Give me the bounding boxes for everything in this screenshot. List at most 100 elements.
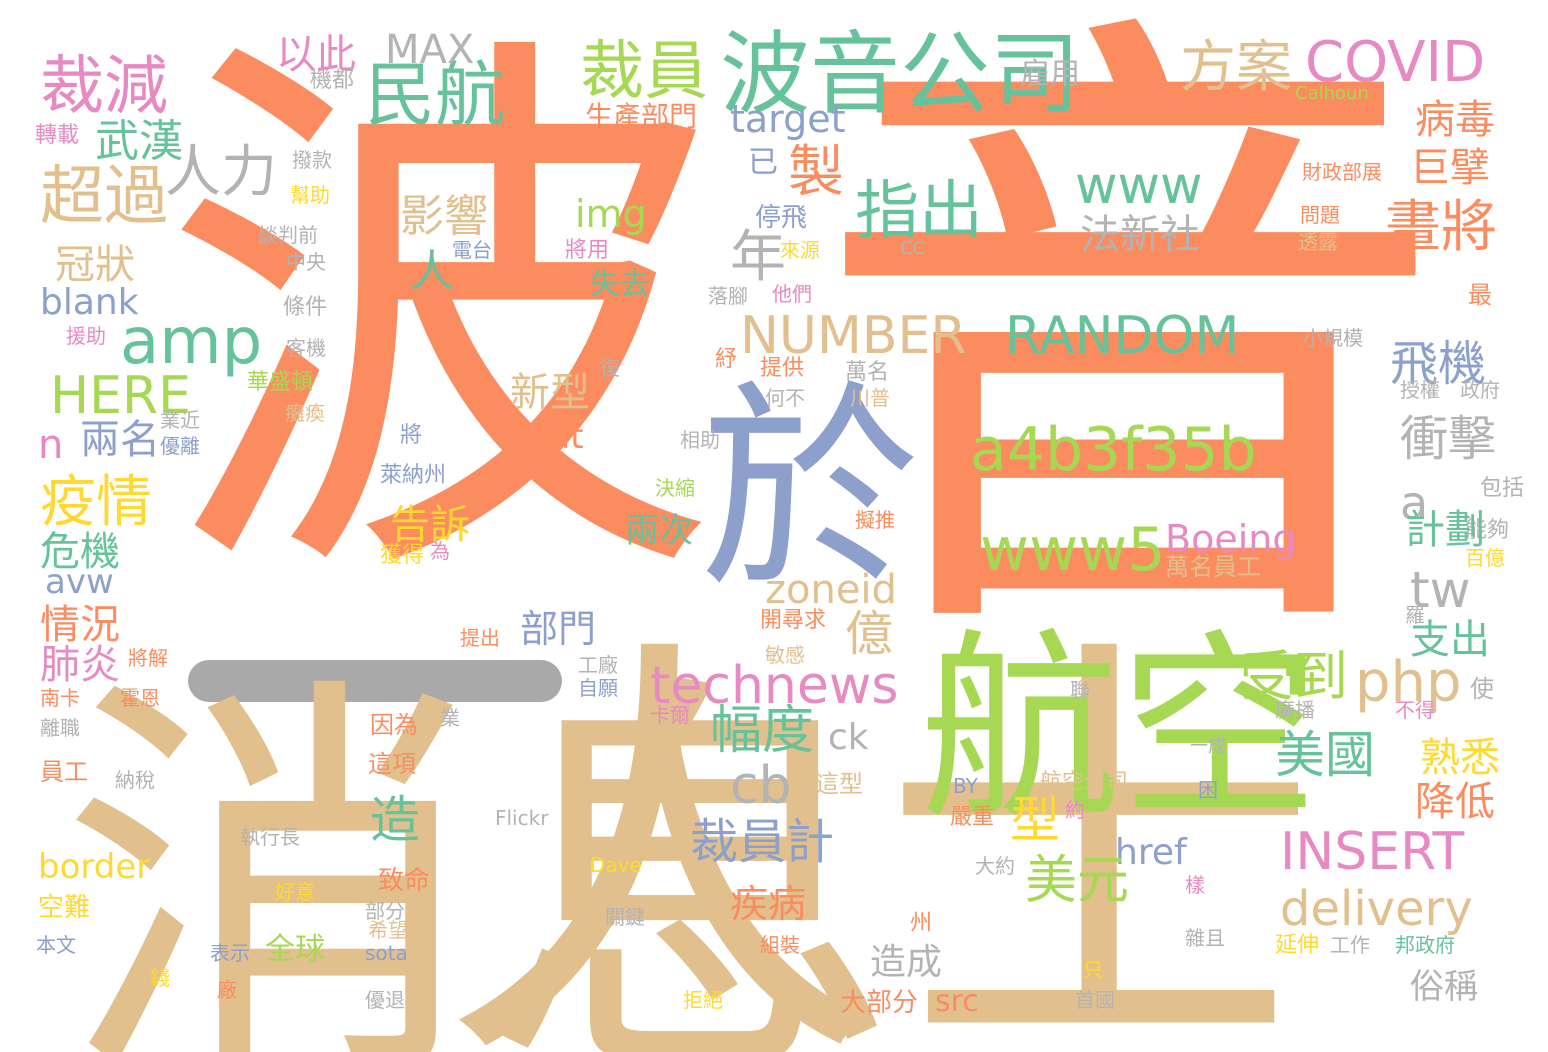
cloud-word: 表示	[210, 941, 250, 965]
cloud-word: 本文	[36, 933, 76, 957]
cloud-word: 兩次	[625, 511, 693, 551]
cloud-word: 這項	[368, 750, 416, 778]
cloud-word: target	[730, 97, 846, 141]
cloud-word: 法新社	[1080, 212, 1200, 258]
cloud-word: 將用	[565, 238, 610, 263]
cloud-word: 人	[410, 246, 454, 297]
cloud-word: 於	[700, 362, 921, 618]
cloud-word: tw	[1410, 561, 1471, 619]
cloud-word: 致命	[378, 866, 431, 896]
cloud-word: zoneid	[765, 567, 897, 613]
cloud-word: 危機	[40, 529, 120, 575]
cloud-word: avw	[45, 562, 114, 602]
gray-bar-shape	[188, 660, 562, 702]
cloud-word: 百億	[1465, 546, 1505, 570]
cloud-word: 疾病	[730, 882, 807, 926]
cloud-word: 工作	[1330, 933, 1370, 957]
cloud-word: 生產部門	[585, 100, 698, 133]
cloud-word: 提出	[460, 626, 500, 650]
cloud-word: 肺炎	[40, 642, 120, 688]
cloud-word: 病毒	[1415, 97, 1495, 143]
cloud-word: 川普	[850, 386, 890, 410]
cloud-word: 停飛	[755, 203, 808, 233]
cloud-word: 優退	[365, 988, 405, 1012]
cloud-word: 納稅	[115, 768, 155, 792]
cloud-word: 廠	[217, 978, 237, 1002]
cloud-word: 使	[1470, 675, 1494, 703]
cloud-word: 人力	[165, 140, 277, 205]
cloud-word: 相助	[680, 428, 720, 452]
cloud-word: 廣播	[1275, 698, 1315, 722]
cloud-word: 組裝	[760, 933, 800, 957]
cloud-word: 錢	[150, 966, 170, 990]
cloud-word: 部分	[365, 899, 405, 923]
cloud-word: Boeing	[1165, 517, 1297, 561]
cloud-word: 消息	[60, 645, 900, 1052]
cloud-word: 能夠	[1465, 518, 1510, 543]
cloud-word: 紓	[715, 347, 738, 372]
cloud-word: 好意	[275, 880, 315, 904]
cloud-word: 將解	[128, 646, 168, 670]
cloud-word: 衝擊	[1400, 411, 1497, 467]
cloud-word: 幫助	[290, 183, 330, 207]
cloud-word: 提供	[760, 356, 805, 381]
cloud-word: INSERT	[1280, 822, 1465, 882]
cloud-word: 製	[788, 140, 844, 205]
cloud-word: 這型	[815, 770, 863, 798]
cloud-word: 政府	[1460, 378, 1500, 402]
cloud-word: a	[1400, 476, 1429, 530]
cloud-word: 影響	[400, 191, 488, 242]
cloud-word: 敏感	[765, 643, 805, 667]
cloud-word: Calhoun	[1295, 83, 1369, 104]
cloud-word: 華盛頓	[247, 370, 314, 395]
cloud-word: 告訴	[390, 502, 470, 548]
cloud-word: 俗稱	[1410, 967, 1478, 1007]
cloud-word: NUMBER	[740, 306, 967, 366]
cloud-word: 樣	[1185, 873, 1205, 897]
cloud-word: www	[1075, 156, 1203, 216]
cloud-word: 幅度	[710, 701, 815, 761]
cloud-word: 卡爾	[650, 703, 690, 727]
cloud-word: 問題	[1300, 203, 1340, 227]
cloud-word: 兩名	[80, 417, 160, 463]
cloud-word: 新型	[510, 370, 590, 416]
cloud-word: 部門	[520, 607, 597, 651]
cloud-word: img	[575, 192, 647, 236]
cloud-word: 裁減	[40, 50, 168, 124]
cloud-word: 受到	[1240, 645, 1348, 708]
cloud-word: 航空	[920, 613, 1321, 846]
cloud-word: src	[935, 984, 979, 1019]
cloud-word: 電台	[452, 238, 492, 262]
cloud-word: delivery	[1280, 881, 1473, 937]
cloud-word: 復	[600, 356, 620, 380]
cloud-word: 援助	[66, 324, 106, 348]
cloud-word: 計劃	[1405, 507, 1485, 553]
cloud-word: sota	[365, 941, 408, 965]
cloud-word: 財政部展	[1302, 160, 1382, 184]
cloud-word: 年	[730, 225, 786, 290]
cloud-word: 空難	[38, 893, 91, 923]
cloud-word: 離職	[40, 716, 80, 740]
cloud-word: 談判前	[258, 223, 318, 247]
cloud-word: 飛機	[1390, 336, 1487, 392]
cloud-word: 大部分	[840, 988, 919, 1018]
cloud-word: Flickr	[495, 806, 549, 830]
cloud-word: 造成	[870, 942, 943, 983]
cloud-word: 裁員	[580, 35, 708, 109]
cloud-word: 方案	[1180, 35, 1292, 100]
cloud-word: cb	[730, 756, 792, 816]
cloud-word: 包括	[1480, 476, 1525, 501]
cloud-word: 拒絕	[683, 988, 723, 1012]
cloud-word: 關鍵	[605, 905, 645, 929]
cloud-word: 轉載	[35, 123, 80, 148]
cloud-word: 萊納州	[380, 463, 447, 488]
cloud-word: 航空公司	[1040, 770, 1129, 795]
cloud-word: 擬推	[855, 508, 895, 532]
cloud-word: 延伸	[1275, 933, 1320, 958]
cloud-word: 已	[748, 145, 778, 180]
cloud-word: 雇用	[1020, 57, 1080, 92]
cloud-word: 巨擘	[1410, 145, 1490, 191]
cloud-word: CC	[900, 238, 926, 259]
cloud-word: 落腳	[708, 284, 748, 308]
cloud-word: 首國	[1075, 988, 1115, 1012]
